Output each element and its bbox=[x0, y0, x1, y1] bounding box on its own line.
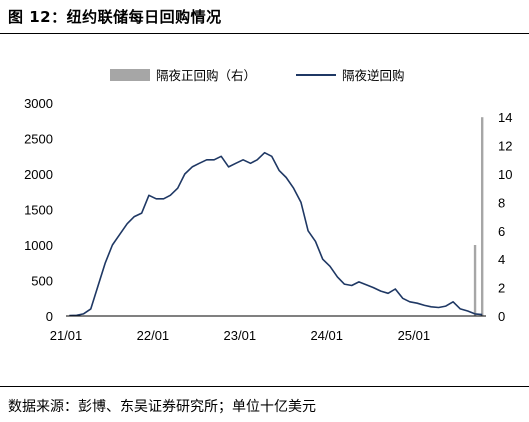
reverse-repo-series-line bbox=[69, 151, 483, 317]
right-tick-label: 0 bbox=[498, 309, 505, 324]
legend-label-line: 隔夜逆回购 bbox=[342, 68, 405, 83]
right-tick-label: 8 bbox=[498, 195, 505, 210]
left-tick-label: 500 bbox=[31, 274, 53, 289]
x-tick-label: 22/01 bbox=[137, 328, 170, 343]
left-tick-label: 3000 bbox=[24, 96, 53, 111]
left-tick-label: 2000 bbox=[24, 167, 53, 182]
title-rule bbox=[0, 33, 529, 34]
x-tick-label: 23/01 bbox=[224, 328, 257, 343]
legend-swatch-bar bbox=[110, 69, 150, 81]
x-tick-label: 24/01 bbox=[310, 328, 343, 343]
left-axis-ticks: 0 500 1000 1500 2000 2500 3000 bbox=[24, 96, 53, 324]
legend: 隔夜正回购（右） 隔夜逆回购 bbox=[110, 68, 405, 83]
legend-label-bar: 隔夜正回购（右） bbox=[156, 68, 256, 83]
chart: 隔夜正回购（右） 隔夜逆回购 0 500 1000 1500 2000 2500 3000 0… bbox=[24, 68, 512, 343]
x-tick-label: 21/01 bbox=[50, 328, 83, 343]
right-tick-label: 6 bbox=[498, 224, 505, 239]
right-tick-label: 12 bbox=[498, 139, 512, 154]
right-tick-label: 2 bbox=[498, 281, 505, 296]
x-tick-label: 25/01 bbox=[398, 328, 431, 343]
figure-title: 图 12：纽约联储每日回购情况 bbox=[8, 8, 222, 26]
x-axis-ticks: 21/01 22/01 23/01 24/01 25/01 bbox=[50, 328, 430, 343]
right-tick-label: 10 bbox=[498, 167, 512, 182]
repo-bar bbox=[473, 245, 477, 316]
right-axis-ticks: 0 2 4 6 8 10 12 14 bbox=[498, 110, 512, 324]
source-rule bbox=[0, 386, 529, 387]
left-tick-label: 1500 bbox=[24, 203, 53, 218]
left-tick-label: 0 bbox=[46, 309, 53, 324]
right-tick-label: 4 bbox=[498, 252, 505, 267]
left-tick-label: 2500 bbox=[24, 132, 53, 147]
right-tick-label: 14 bbox=[498, 110, 512, 125]
left-tick-label: 1000 bbox=[24, 238, 53, 253]
reverse-repo-line bbox=[69, 151, 483, 317]
repo-bars bbox=[473, 117, 484, 316]
source-note: 数据来源：彭博、东吴证券研究所；单位十亿美元 bbox=[8, 399, 316, 415]
repo-bar bbox=[480, 117, 484, 316]
